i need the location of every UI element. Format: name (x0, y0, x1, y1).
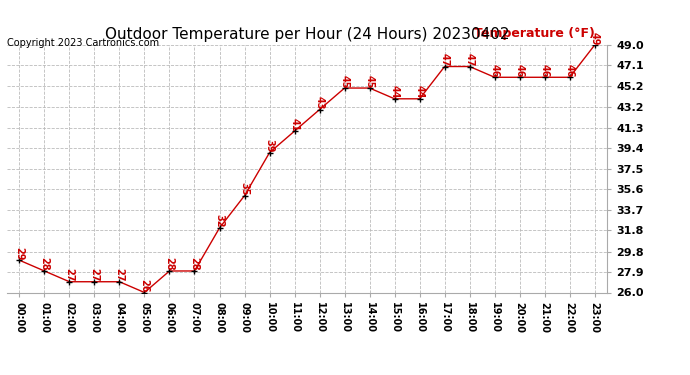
Text: 45: 45 (339, 75, 350, 88)
Text: 27: 27 (90, 268, 99, 282)
Text: 26: 26 (139, 279, 150, 292)
Text: 27: 27 (64, 268, 75, 282)
Text: 32: 32 (215, 214, 224, 228)
Text: 44: 44 (390, 85, 400, 99)
Text: 47: 47 (464, 53, 475, 66)
Text: Temperature (°F): Temperature (°F) (474, 27, 595, 40)
Text: 47: 47 (440, 53, 450, 66)
Text: Copyright 2023 Cartronics.com: Copyright 2023 Cartronics.com (7, 38, 159, 48)
Text: 28: 28 (164, 257, 175, 271)
Text: 28: 28 (190, 257, 199, 271)
Text: 27: 27 (115, 268, 124, 282)
Text: 46: 46 (490, 64, 500, 77)
Text: 46: 46 (515, 64, 524, 77)
Text: 41: 41 (290, 118, 299, 131)
Text: 35: 35 (239, 182, 250, 196)
Text: 44: 44 (415, 85, 424, 99)
Text: 39: 39 (264, 139, 275, 153)
Text: 43: 43 (315, 96, 324, 109)
Text: 28: 28 (39, 257, 50, 271)
Text: 46: 46 (540, 64, 550, 77)
Text: 45: 45 (364, 75, 375, 88)
Text: 49: 49 (590, 32, 600, 45)
Text: 29: 29 (14, 247, 24, 260)
Text: 46: 46 (564, 64, 575, 77)
Title: Outdoor Temperature per Hour (24 Hours) 20230402: Outdoor Temperature per Hour (24 Hours) … (105, 27, 509, 42)
